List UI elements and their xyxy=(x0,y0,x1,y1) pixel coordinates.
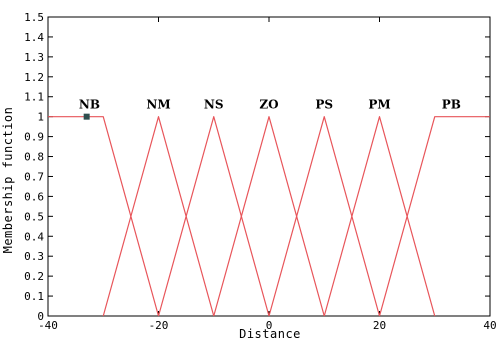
y-tick-label: 0.8 xyxy=(24,151,44,164)
series-label-ns: NS xyxy=(204,98,224,112)
series-line-ns xyxy=(157,116,270,317)
markers-layer xyxy=(83,113,90,120)
y-tick-label: 1.1 xyxy=(24,91,44,104)
x-tick-label: 20 xyxy=(373,319,386,332)
y-tick-label: 1.2 xyxy=(24,71,44,84)
y-axis: 0 0.1 0.2 0.3 0.4 0.5 0.6 0.7 0.8 0.9 1 1.1 1.2 1.3 1.… xyxy=(24,11,490,323)
series-line-ps xyxy=(268,116,381,317)
x-tick-label: 0 xyxy=(266,319,273,332)
series-layer xyxy=(48,116,490,317)
plot-frame xyxy=(47,16,491,317)
y-tick-label: 0.1 xyxy=(24,290,44,303)
labels-layer: NB NM NS ZO PS PM PB xyxy=(79,98,461,112)
series-label-zo: ZO xyxy=(259,98,278,112)
y-tick-label: 0.2 xyxy=(24,270,44,283)
y-tick-label: 0.9 xyxy=(24,131,44,144)
series-line-pm xyxy=(323,116,436,317)
data-marker xyxy=(83,113,90,120)
x-tick-label: 40 xyxy=(483,319,496,332)
x-tick-label: -20 xyxy=(149,319,169,332)
y-tick-label: 0.6 xyxy=(24,190,44,203)
x-tick-label: -40 xyxy=(38,319,58,332)
series-label-pm: PM xyxy=(368,98,390,112)
y-tick-label: 1 xyxy=(37,111,44,124)
series-line-nm xyxy=(102,116,215,317)
series-label-ps: PS xyxy=(315,98,333,112)
y-tick-label: 0.7 xyxy=(24,170,44,183)
y-tick-label: 1.5 xyxy=(24,11,44,24)
y-tick-label: 0 xyxy=(37,310,44,323)
x-axis: -40 -20 0 20 40 xyxy=(38,17,497,332)
series-label-nb: NB xyxy=(79,98,100,112)
series-line-zo xyxy=(213,116,325,317)
y-tick-label: 0.3 xyxy=(24,250,44,263)
x-axis-label: Distance xyxy=(239,327,301,341)
y-tick-label: 0.5 xyxy=(24,210,44,223)
y-axis-label: Membership function xyxy=(1,107,15,254)
series-label-nm: NM xyxy=(146,98,170,112)
series-line-pb xyxy=(378,116,490,317)
series-line-nb xyxy=(48,116,160,317)
series-label-pb: PB xyxy=(442,98,461,112)
y-tick-label: 1.4 xyxy=(24,31,44,44)
y-tick-label: 1.3 xyxy=(24,51,44,64)
y-tick-label: 0.4 xyxy=(24,230,44,243)
